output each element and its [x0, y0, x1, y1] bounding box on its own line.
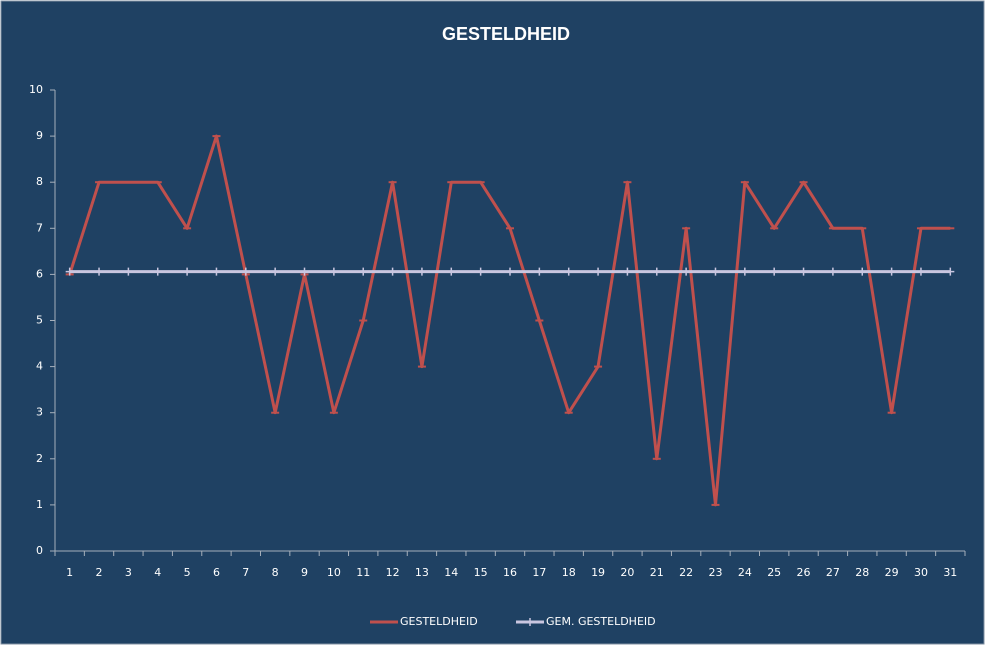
marker: [711, 267, 720, 276]
marker: [506, 267, 514, 276]
x-tick-label: 22: [679, 566, 693, 579]
marker: [241, 267, 250, 276]
y-tick-label: 10: [29, 83, 43, 96]
x-tick-label: 6: [213, 566, 220, 579]
x-tick-label: 21: [650, 566, 664, 579]
x-tick-label: 12: [386, 566, 400, 579]
marker: [535, 267, 544, 276]
x-tick-label: 30: [914, 566, 928, 579]
marker: [946, 267, 955, 276]
marker: [652, 267, 661, 276]
x-tick-label: 28: [855, 566, 869, 579]
marker: [594, 267, 603, 276]
marker: [95, 267, 104, 276]
marker: [212, 267, 221, 276]
marker: [799, 267, 808, 276]
y-tick-label: 2: [36, 452, 43, 465]
marker: [476, 267, 485, 276]
x-tick-label: 4: [154, 566, 161, 579]
x-tick-label: 7: [242, 566, 249, 579]
x-tick-label: 3: [125, 566, 132, 579]
x-tick-label: 24: [738, 566, 752, 579]
y-tick-label: 9: [36, 129, 43, 142]
x-tick-label: 2: [96, 566, 103, 579]
x-tick-label: 27: [826, 566, 840, 579]
marker: [740, 267, 749, 276]
x-tick-label: 17: [532, 566, 546, 579]
marker: [183, 267, 192, 276]
x-tick-label: 8: [272, 566, 279, 579]
legend-label: GESTELDHEID: [400, 615, 478, 628]
marker: [447, 267, 456, 276]
x-tick-label: 16: [503, 566, 517, 579]
x-tick-label: 15: [474, 566, 488, 579]
marker: [564, 267, 573, 276]
x-tick-label: 11: [356, 566, 370, 579]
marker: [329, 267, 338, 276]
marker: [124, 267, 133, 276]
y-tick-label: 7: [36, 221, 43, 234]
marker: [300, 267, 309, 276]
marker: [153, 267, 162, 276]
marker: [388, 267, 397, 276]
x-tick-label: 19: [591, 566, 605, 579]
y-tick-label: 3: [36, 406, 43, 419]
x-tick-label: 10: [327, 566, 341, 579]
legend-label: GEM. GESTELDHEID: [546, 615, 656, 628]
marker: [858, 267, 867, 276]
y-tick-label: 0: [36, 544, 43, 557]
y-tick-label: 4: [36, 360, 43, 373]
marker: [770, 267, 779, 276]
x-tick-label: 1: [66, 566, 73, 579]
x-tick-label: 31: [943, 566, 957, 579]
x-tick-label: 14: [444, 566, 458, 579]
x-tick-label: 25: [767, 566, 781, 579]
marker: [359, 267, 368, 276]
y-tick-label: 1: [36, 498, 43, 511]
marker: [682, 267, 691, 276]
chart-title: GESTELDHEID: [442, 24, 570, 44]
marker: [887, 267, 896, 276]
x-tick-label: 23: [708, 566, 722, 579]
x-tick-label: 18: [562, 566, 576, 579]
x-tick-label: 9: [301, 566, 308, 579]
x-tick-label: 26: [797, 566, 811, 579]
marker: [828, 267, 837, 276]
marker: [623, 267, 632, 276]
y-tick-label: 5: [36, 314, 43, 327]
y-tick-label: 6: [36, 267, 43, 280]
marker: [916, 267, 925, 276]
marker: [271, 267, 280, 276]
x-tick-label: 5: [184, 566, 191, 579]
marker: [65, 267, 74, 276]
x-tick-label: 20: [620, 566, 634, 579]
y-tick-label: 8: [36, 175, 43, 188]
marker: [417, 267, 426, 276]
x-tick-label: 29: [885, 566, 899, 579]
x-tick-label: 13: [415, 566, 429, 579]
